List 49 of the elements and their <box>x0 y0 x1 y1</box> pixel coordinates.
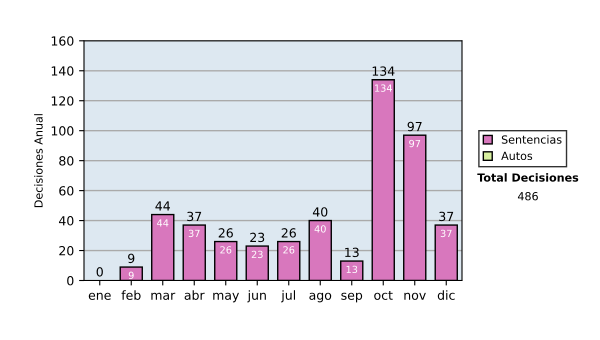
data-label: 13 <box>346 266 358 274</box>
data-label: 26 <box>220 246 232 254</box>
total-label: 23 <box>250 232 264 242</box>
x-tick-label: ene <box>88 292 111 300</box>
data-label: 23 <box>252 250 263 258</box>
total-label: 37 <box>187 212 202 222</box>
y-tick-label: 100 <box>52 126 74 136</box>
x-tick-label: sep <box>341 292 362 302</box>
data-label: 9 <box>128 272 134 280</box>
x-tick-label: ago <box>309 292 332 302</box>
x-tick-label: feb <box>122 290 141 300</box>
y-tick-label: 0 <box>67 276 74 286</box>
x-tick-label: abr <box>184 290 205 300</box>
y-axis-title: Decisiones Anual <box>34 114 43 208</box>
y-tick-label: 40 <box>58 216 74 226</box>
legend-label: Sentencias <box>502 135 562 144</box>
data-label: 97 <box>409 140 420 148</box>
x-tick-label: jul <box>281 290 296 302</box>
legend-label: Autos <box>501 152 532 160</box>
total-label: 37 <box>439 212 454 222</box>
y-tick-label: 60 <box>59 186 74 196</box>
y-tick-label: 20 <box>59 246 74 256</box>
x-tick-label: mar <box>151 292 176 300</box>
x-tick-label: jun <box>247 290 266 302</box>
data-label: 37 <box>440 230 452 238</box>
data-label: 134 <box>375 84 392 92</box>
total-label: 13 <box>345 248 359 258</box>
y-tick-label: 140 <box>52 66 74 76</box>
y-tick-label: 120 <box>52 96 74 106</box>
data-label: 37 <box>188 230 200 238</box>
total-label: 40 <box>312 207 328 217</box>
x-tick-label: dic <box>438 290 455 300</box>
data-label: 44 <box>157 219 168 226</box>
text: 486 <box>518 192 538 200</box>
total-label: 97 <box>408 122 422 132</box>
total-label: 26 <box>282 228 296 238</box>
y-tick-label: 80 <box>59 156 74 166</box>
x-tick-label: nov <box>404 292 426 300</box>
x-tick-label: may <box>213 292 239 302</box>
x-tick-label: oct <box>374 290 393 300</box>
total-label: 0 <box>96 267 103 277</box>
text: Total Decisiones <box>477 173 578 182</box>
data-label: 40 <box>314 225 326 233</box>
total-label: 9 <box>128 254 134 264</box>
total-label: 134 <box>372 66 394 76</box>
total-label: 44 <box>155 201 170 210</box>
y-tick-label: 160 <box>52 36 74 46</box>
data-label: 26 <box>283 246 294 254</box>
total-label: 26 <box>218 228 233 238</box>
